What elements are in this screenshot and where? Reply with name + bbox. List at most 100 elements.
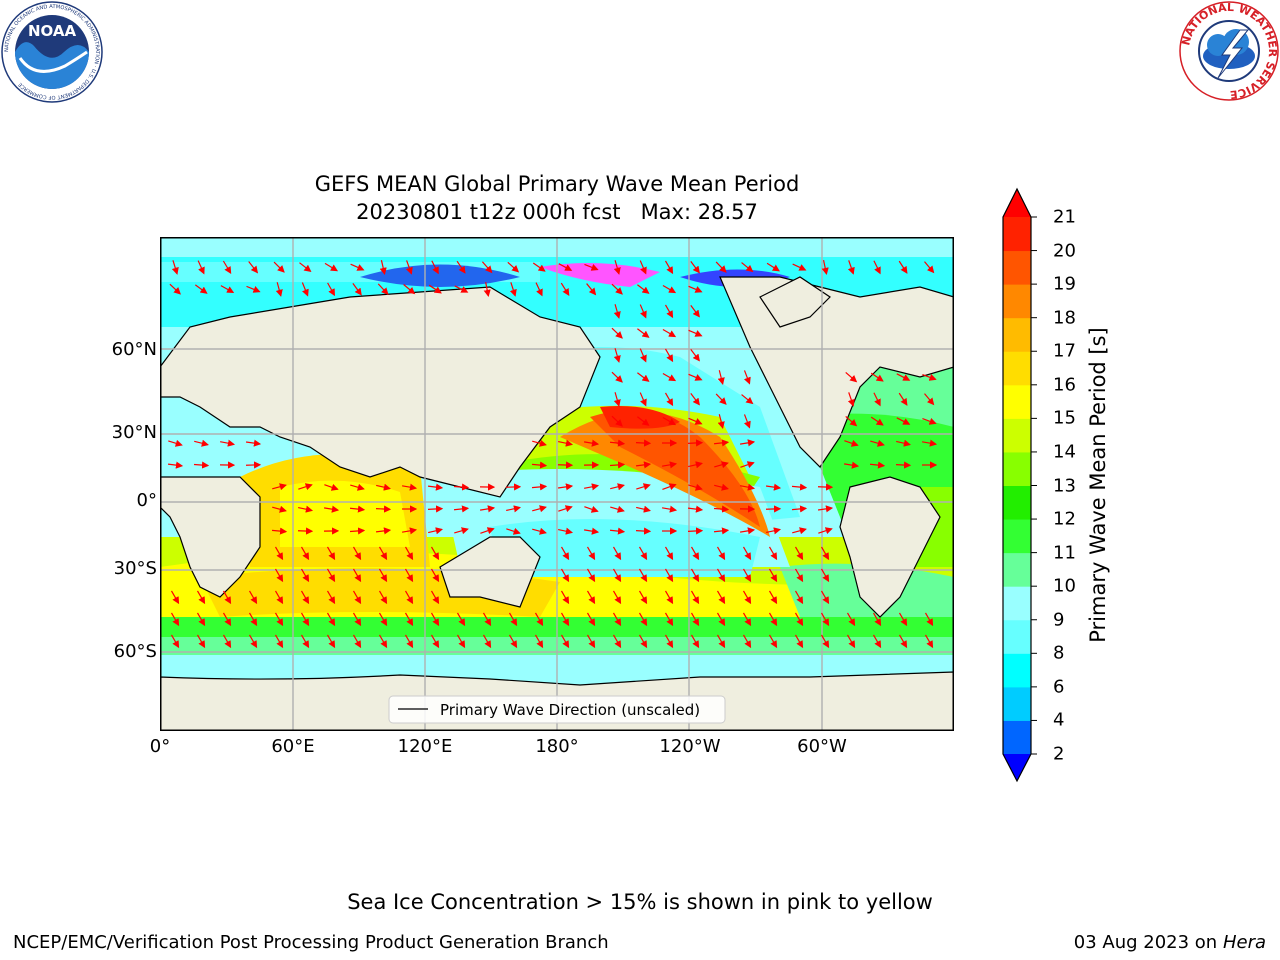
wave-direction-arrow <box>508 634 518 649</box>
wave-direction-arrow <box>531 461 548 469</box>
wave-direction-arrow <box>609 439 626 447</box>
wave-direction-arrow <box>610 483 625 491</box>
wave-direction-arrow <box>506 505 522 513</box>
wave-direction-arrow <box>664 304 674 319</box>
wave-direction-arrow <box>740 461 755 469</box>
wave-direction-arrow <box>299 262 312 273</box>
wave-direction-arrow <box>688 483 703 491</box>
wave-direction-arrow <box>402 527 418 535</box>
wave-direction-arrow <box>560 634 570 649</box>
wave-direction-arrow <box>846 634 856 649</box>
lat-label-30n: 30°N <box>111 422 157 443</box>
wave-direction-arrow <box>688 285 703 293</box>
wave-direction-arrow <box>817 505 834 513</box>
wave-direction-arrow <box>197 260 205 275</box>
colorbar-bin <box>1003 284 1031 319</box>
wave-direction-arrow <box>639 392 647 407</box>
colorbar-tick-label: 18 <box>1053 307 1076 329</box>
wave-direction-arrow <box>560 546 570 561</box>
wave-direction-arrow <box>896 439 911 447</box>
wave-direction-arrow <box>479 505 496 513</box>
nws-logo: NATIONAL WEATHER SERVICE <box>1179 1 1279 101</box>
wave-direction-arrow <box>821 260 829 276</box>
wave-direction-arrow <box>791 505 808 513</box>
wave-direction-arrow <box>453 505 470 513</box>
wave-direction-arrow <box>843 461 860 469</box>
wave-direction-arrow <box>766 527 782 535</box>
colorbar-tick-label: 14 <box>1053 441 1076 463</box>
wave-direction-arrow <box>427 505 444 513</box>
wave-direction-arrow <box>924 612 934 627</box>
wave-direction-arrow <box>898 392 908 406</box>
wave-direction-arrow <box>352 546 362 561</box>
wave-direction-arrow <box>300 634 310 649</box>
wave-direction-arrow <box>896 417 911 425</box>
wave-direction-arrow <box>560 282 570 296</box>
wave-direction-arrow <box>378 546 388 561</box>
wave-direction-arrow <box>586 612 596 627</box>
wave-direction-arrow <box>222 260 232 275</box>
wave-direction-arrow <box>846 612 856 627</box>
wave-direction-arrow <box>534 634 544 649</box>
wave-direction-arrow <box>662 483 677 491</box>
wave-direction-arrow <box>404 590 414 605</box>
wave-direction-arrow <box>300 568 310 583</box>
wave-direction-arrow <box>586 568 596 583</box>
wave-direction-arrow <box>922 439 938 447</box>
wave-direction-arrow <box>768 546 778 561</box>
colorbar-tick-label: 9 <box>1053 609 1065 631</box>
wave-direction-arrow <box>870 416 884 426</box>
wave-direction-arrow <box>636 505 651 513</box>
wave-direction-arrow <box>324 483 339 491</box>
colorbar-tick-label: 16 <box>1053 374 1076 396</box>
wave-direction-arrow <box>298 483 313 491</box>
wave-direction-arrow <box>168 439 183 447</box>
wave-period-map: Primary Wave Direction (unscaled) <box>160 237 954 731</box>
wave-direction-arrow <box>586 283 597 296</box>
wave-direction-arrow <box>352 568 362 583</box>
machine-name: Hera <box>1222 932 1266 953</box>
wave-direction-arrow <box>898 612 908 627</box>
wave-direction-arrow <box>375 527 392 535</box>
wave-direction-arrow <box>664 612 674 627</box>
wave-direction-arrow <box>404 568 414 583</box>
wave-direction-arrow <box>690 546 700 561</box>
wave-direction-arrow <box>352 282 362 296</box>
wave-direction-arrow <box>298 505 314 513</box>
wave-direction-arrow <box>716 590 726 605</box>
wave-direction-arrow <box>792 527 807 535</box>
wave-direction-arrow <box>248 590 258 605</box>
wave-direction-arrow <box>584 263 599 271</box>
wave-direction-arrow <box>453 483 470 491</box>
wave-direction-arrow <box>428 284 442 294</box>
wave-direction-arrow <box>638 590 648 605</box>
wave-direction-arrow <box>687 527 704 535</box>
colorbar-tick-label: 2 <box>1053 743 1065 765</box>
wave-direction-arrow <box>688 373 703 381</box>
wave-direction-arrow <box>870 439 885 447</box>
wave-direction-arrow <box>638 568 648 583</box>
wave-direction-arrow <box>820 546 830 561</box>
wave-direction-arrow <box>638 634 648 649</box>
wave-direction-arrow <box>194 439 209 447</box>
wave-direction-arrow <box>506 527 521 535</box>
wave-direction-arrow <box>193 461 210 469</box>
wave-direction-arrow <box>713 505 730 513</box>
colorbar-bin <box>1003 217 1031 252</box>
wave-direction-arrow <box>584 505 599 513</box>
wave-direction-arrow <box>430 612 440 627</box>
wave-direction-arrow <box>558 505 573 513</box>
colorbar-bin <box>1003 384 1031 419</box>
wave-direction-arrow <box>300 612 310 627</box>
wave-direction-arrow <box>688 417 703 425</box>
wave-direction-arrow <box>170 634 180 649</box>
wave-direction-arrow <box>766 262 780 272</box>
wave-direction-arrow <box>794 590 804 605</box>
wave-direction-arrow <box>636 483 651 491</box>
wave-direction-arrow <box>245 439 262 447</box>
wave-direction-arrow <box>196 590 206 605</box>
wave-direction-arrow <box>583 439 600 447</box>
map-legend: Primary Wave Direction (unscaled) <box>388 695 726 724</box>
wave-direction-arrow <box>713 439 730 447</box>
wave-direction-arrow <box>690 568 700 583</box>
